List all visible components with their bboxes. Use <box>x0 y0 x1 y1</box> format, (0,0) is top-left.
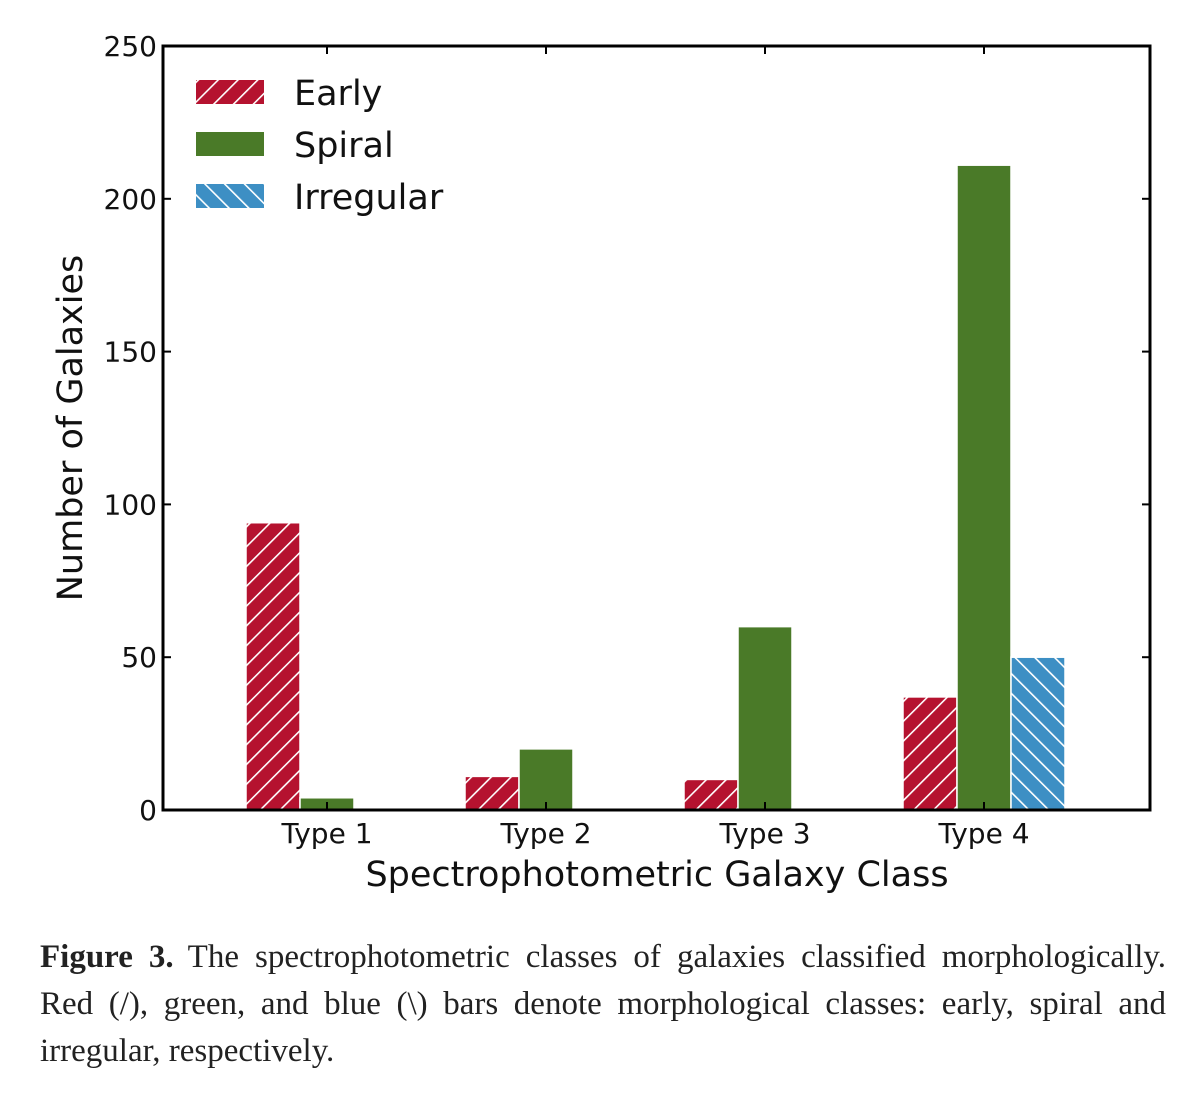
legend-item-early: Early <box>196 74 382 114</box>
caption-label: Figure 3. <box>40 939 174 975</box>
y-tick-label: 0 <box>139 794 157 827</box>
bar-spiral-type-3 <box>737 625 793 811</box>
plot-frame <box>161 44 1152 812</box>
bar-early-type-3 <box>683 778 739 811</box>
y-tick-label: 200 <box>104 183 157 216</box>
legend-label: Irregular <box>294 178 444 218</box>
figure-caption: Figure 3. The spectrophotometric classes … <box>40 934 1166 1075</box>
bar-spiral-type-2 <box>518 748 574 811</box>
legend-label: Spiral <box>294 126 394 166</box>
x-axis-label: Spectrophotometric Galaxy Class <box>365 855 948 895</box>
bar-chart: Type 1 Type 2 Type 3 Type 4050100150200250 … <box>51 30 1152 895</box>
legend: Early Spiral Irregular <box>196 74 444 218</box>
bar-early-type-1 <box>245 521 301 811</box>
x-tick-label: Type 3 <box>718 817 810 850</box>
bars-layer <box>245 164 1066 811</box>
bar-spiral-type-4 <box>956 164 1012 811</box>
y-tick-label: 50 <box>121 641 157 674</box>
x-tick-label: Type 1 <box>280 817 372 850</box>
y-tick-label: 100 <box>104 488 157 521</box>
labels-layer: Type 1 Type 2 Type 3 Type 4 0 50 100 150 200 250 <box>104 30 1030 850</box>
legend-swatch <box>196 132 264 156</box>
legend-item-spiral: Spiral <box>196 126 394 166</box>
y-tick-label: 250 <box>104 30 157 63</box>
caption-text: The spectrophotometric classes of galaxi… <box>40 939 1166 1069</box>
x-tick-label: Type 4 <box>937 817 1029 850</box>
x-tick-label: Type 2 <box>499 817 591 850</box>
bar-early-type-2 <box>464 775 520 811</box>
bar-irregular-type-4 <box>1010 656 1066 811</box>
bar-early-type-4 <box>902 696 958 811</box>
legend-label: Early <box>294 74 382 114</box>
y-axis-label: Number of Galaxies <box>51 255 91 602</box>
legend-item-irregular: Irregular <box>196 178 444 218</box>
y-tick-label: 150 <box>104 336 157 369</box>
